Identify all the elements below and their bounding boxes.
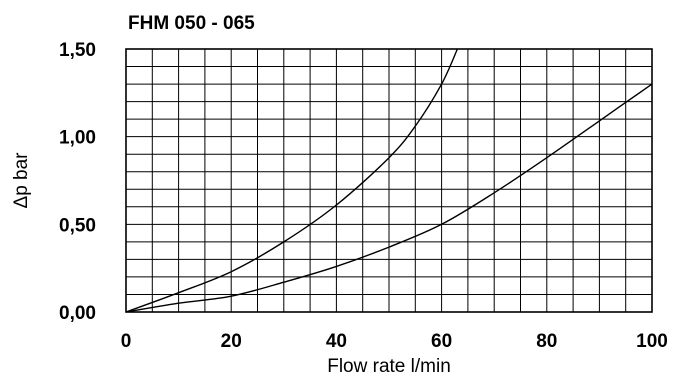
x-tick-label: 100 <box>636 331 668 352</box>
x-tick-labels: 0 20 40 60 80 100 <box>121 331 668 352</box>
x-tick-label: 60 <box>431 331 452 352</box>
x-tick-label: 0 <box>121 331 132 352</box>
chart-title: FHM 050 - 065 <box>128 13 255 34</box>
x-axis-label: Flow rate l/min <box>327 356 451 377</box>
x-tick-label: 20 <box>221 331 242 352</box>
plot-frame <box>125 48 653 313</box>
series-line-1 <box>125 48 459 313</box>
y-tick-label: 0,00 <box>59 303 96 324</box>
grid <box>126 49 652 312</box>
y-tick-label: 1,50 <box>59 40 96 61</box>
y-tick-labels: 0,00 0,50 1,00 1,50 <box>59 40 96 324</box>
y-tick-label: 1,00 <box>59 128 96 149</box>
x-tick-label: 80 <box>536 331 557 352</box>
y-axis-label: Δp bar <box>11 152 32 209</box>
series-line-2 <box>125 83 653 313</box>
x-tick-label: 40 <box>326 331 347 352</box>
y-tick-label: 0,50 <box>59 215 96 236</box>
data-series <box>125 48 653 313</box>
